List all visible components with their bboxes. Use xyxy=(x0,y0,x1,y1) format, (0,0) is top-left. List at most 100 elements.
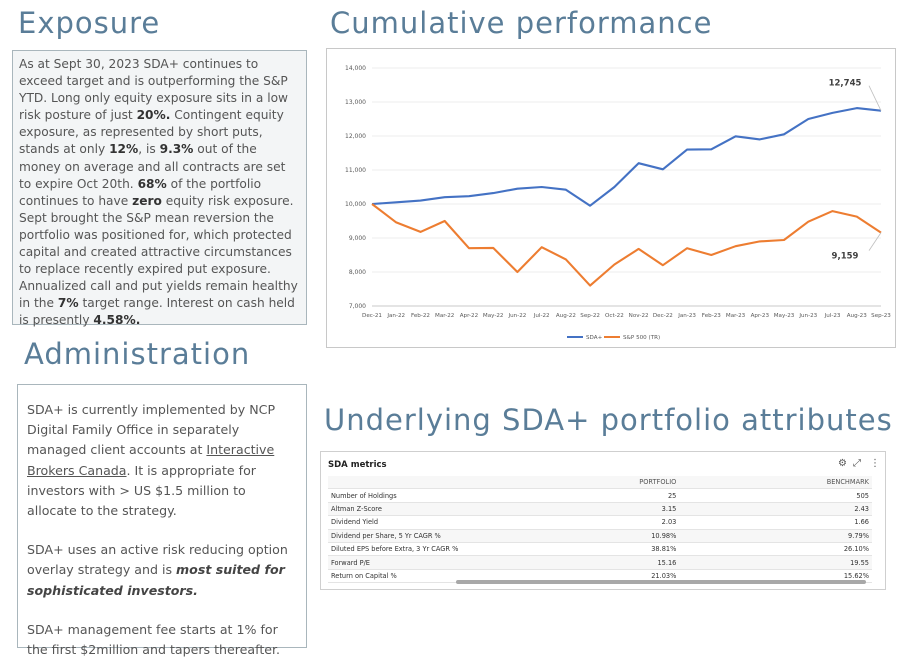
x-tick-label: Jun-22 xyxy=(507,313,526,319)
emphasis-text: 9.3% xyxy=(159,142,194,157)
x-tick-label: Feb-23 xyxy=(702,313,721,319)
text-run: , is xyxy=(138,142,160,157)
y-tick-label: 10,000 xyxy=(345,201,366,208)
column-header-benchmark: BENCHMARK xyxy=(679,476,872,490)
benchmark-value: 26.10% xyxy=(679,542,872,557)
data-label: 12,745 xyxy=(829,79,862,89)
legend-label: S&P 500 (TR) xyxy=(623,335,660,341)
x-tick-label: Mar-22 xyxy=(435,313,454,319)
x-tick-label: Jul-23 xyxy=(824,313,841,319)
x-tick-label: May-22 xyxy=(483,313,504,319)
x-tick-label: Dec-22 xyxy=(653,313,673,319)
table-row: Diluted EPS before Extra, 3 Yr CAGR % 38.… xyxy=(328,542,872,557)
portfolio-value: 2.03 xyxy=(461,515,680,530)
emphasis-text: 20%. xyxy=(136,108,171,123)
exposure-paragraph-3: Annualized call and put yields remain he… xyxy=(19,278,300,329)
administration-paragraph-1: SDA+ is currently implemented by NCP Dig… xyxy=(27,400,297,521)
y-tick-label: 7,000 xyxy=(349,303,366,310)
text-run: Annualized call and put yields remain he… xyxy=(19,279,298,311)
administration-paragraph-3: SDA+ management fee starts at 1% for the… xyxy=(27,620,297,660)
text-run: target range. Interest on cash held is p… xyxy=(19,296,295,328)
y-tick-label: 11,000 xyxy=(345,167,366,174)
text-run: Sept brought the S&P mean reversion the … xyxy=(19,210,292,277)
exposure-paragraph-1: As at Sept 30, 2023 SDA+ continues to ex… xyxy=(19,56,300,210)
column-header xyxy=(328,476,462,490)
data-label-leader xyxy=(868,85,882,111)
text-run: SDA+ management fee starts at 1% for the… xyxy=(27,621,281,658)
metric-name: Forward P/E xyxy=(328,555,462,570)
metric-name: Number of Holdings xyxy=(328,488,462,503)
benchmark-value: 19.55 xyxy=(679,555,872,570)
x-tick-label: Dec-21 xyxy=(362,313,382,319)
text-run: Contingent equity exposure, as represent… xyxy=(19,108,284,157)
data-label-leader xyxy=(868,232,882,251)
series-line-sda xyxy=(371,107,882,207)
x-tick-label: Feb-22 xyxy=(411,313,430,319)
y-tick-label: 13,000 xyxy=(345,99,366,106)
y-tick-label: 12,000 xyxy=(345,133,366,140)
x-tick-label: Jan-23 xyxy=(677,313,696,319)
horizontal-scrollbar[interactable] xyxy=(456,580,866,584)
y-tick-label: 8,000 xyxy=(349,269,366,276)
gear-icon[interactable]: ⚙ xyxy=(838,458,847,469)
column-header-portfolio: PORTFOLIO xyxy=(461,476,680,490)
benchmark-value: 2.43 xyxy=(679,502,872,517)
portfolio-value: 15.16 xyxy=(461,555,680,570)
x-tick-label: Jun-23 xyxy=(798,313,817,319)
more-vert-icon[interactable]: ⋮ xyxy=(870,458,880,469)
benchmark-value: 9.79% xyxy=(679,529,872,543)
administration-heading: Administration xyxy=(24,337,251,371)
metric-name: Altman Z-Score xyxy=(328,502,462,517)
series-line-sp500 xyxy=(371,203,882,287)
x-tick-label: Nov-22 xyxy=(629,313,649,319)
portfolio-value: 25 xyxy=(461,488,680,503)
x-tick-label: Oct-22 xyxy=(605,313,624,319)
sda-metrics-widget: SDA metrics ⚙ ⤢ ⋮ PORTFOLIO BENCHMARK Nu… xyxy=(320,451,886,590)
x-tick-label: Apr-22 xyxy=(460,313,478,319)
metric-name: Dividend Yield xyxy=(328,515,462,530)
text-run: of the portfolio continues to have xyxy=(19,176,262,208)
text-run: equity risk exposure. xyxy=(161,193,294,208)
expand-icon[interactable]: ⤢ xyxy=(853,458,861,469)
x-tick-label: Sep-22 xyxy=(580,313,600,319)
metric-name: Diluted EPS before Extra, 3 Yr CAGR % xyxy=(328,542,462,557)
administration-paragraph-2: SDA+ uses an active risk reducing option… xyxy=(27,540,297,601)
portfolio-value: 3.15 xyxy=(461,502,680,517)
exposure-paragraph-2: Sept brought the S&P mean reversion the … xyxy=(19,210,300,278)
portfolio-value: 38.81% xyxy=(461,542,680,557)
emphasis-text: most suited for sophisticated investors. xyxy=(27,562,285,598)
administration-text-box: SDA+ is currently implemented by NCP Dig… xyxy=(17,384,307,657)
y-tick-label: 14,000 xyxy=(345,65,366,72)
attributes-heading: Underlying SDA+ portfolio attributes xyxy=(324,403,893,437)
benchmark-value: 505 xyxy=(679,488,872,503)
x-tick-label: Sep-23 xyxy=(871,313,891,319)
data-label: 9,159 xyxy=(832,252,859,262)
table-row: Number of Holdings 25 505 xyxy=(328,488,872,503)
table-row: Altman Z-Score 3.15 2.43 xyxy=(328,502,872,517)
text-run: out of the money on average and all cont… xyxy=(19,142,286,191)
x-tick-label: Mar-23 xyxy=(726,313,746,319)
x-tick-label: Jul-22 xyxy=(533,313,550,319)
table-row: Forward P/E 15.16 19.55 xyxy=(328,555,872,570)
performance-heading: Cumulative performance xyxy=(330,6,713,40)
chart-svg: 7,000 8,000 9,000 10,000 11,000 12,000 13,000 1… xyxy=(345,65,891,341)
metrics-title: SDA metrics xyxy=(328,460,387,470)
x-tick-label: Apr-23 xyxy=(751,313,770,319)
table-row: Dividend Yield 2.03 1.66 xyxy=(328,515,872,530)
broker-link[interactable]: Interactive Brokers Canada xyxy=(27,442,275,478)
x-tick-label: Jan-22 xyxy=(386,313,405,319)
text-run: . It is appropriate for investors with >… xyxy=(27,462,256,519)
benchmark-value: 1.66 xyxy=(679,515,872,530)
x-tick-label: May-23 xyxy=(774,313,795,319)
text-run: SDA+ uses an active risk reducing option… xyxy=(27,542,288,578)
x-tick-label: Aug-22 xyxy=(556,313,576,319)
text-run: SDA+ is currently implemented by NCP Dig… xyxy=(27,402,276,458)
y-tick-label: 9,000 xyxy=(349,235,366,242)
metric-name: Return on Capital % xyxy=(328,569,462,584)
exposure-text-box: As at Sept 30, 2023 SDA+ continues to ex… xyxy=(12,50,307,327)
metrics-table: PORTFOLIO BENCHMARK Number of Holdings 25… xyxy=(328,476,872,584)
metrics-header-row: PORTFOLIO BENCHMARK xyxy=(328,476,872,490)
table-row: Dividend per Share, 5 Yr CAGR % 10.98% 9.7… xyxy=(328,529,872,543)
portfolio-value: 10.98% xyxy=(461,529,680,543)
emphasis-text: 68% xyxy=(137,176,167,191)
